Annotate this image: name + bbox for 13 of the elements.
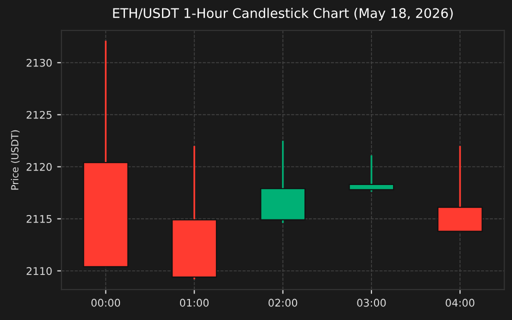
x-tick-label: 04:00 [446, 298, 474, 307]
y-tick-label: 2120 [26, 162, 52, 171]
y-tick-label: 2125 [26, 110, 52, 119]
x-tick-label: 01:00 [180, 298, 209, 307]
x-tick-label: 03:00 [357, 298, 386, 307]
x-tick-label: 02:00 [268, 298, 298, 307]
x-tick-label: 00:00 [91, 298, 120, 307]
y-axis-title: Price (USDT) [10, 130, 20, 190]
chart-title: ETH/USDT 1-Hour Candlestick Chart (May 18, 2026) [113, 8, 453, 21]
y-tick-label: 2115 [26, 215, 52, 223]
y-tick-label: 2130 [26, 58, 52, 67]
candlestick [348, 154, 394, 193]
y-tick-label: 2110 [26, 267, 52, 275]
